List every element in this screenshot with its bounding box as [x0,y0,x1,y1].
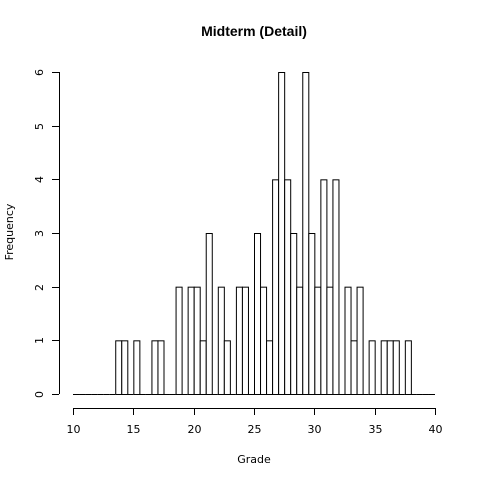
y-axis: 0 1 2 3 4 5 6 [33,69,60,398]
x-axis: 10 15 20 25 30 35 40 [67,408,443,436]
histogram-bar [241,286,249,395]
histogram-bar [157,340,165,396]
histogram-bar [266,340,274,396]
x-tick-label: 15 [127,423,141,436]
histogram-bar [121,340,129,396]
histogram-bar [314,286,322,395]
x-tick-label: 10 [67,423,81,436]
histogram-bar [344,286,352,395]
x-tick-label: 20 [188,423,202,436]
histogram-bar [284,179,292,395]
histogram-bar [254,233,262,395]
x-tick-label: 30 [308,423,322,436]
bars-group [73,72,435,396]
histogram-bar [320,179,328,395]
histogram-bar [133,340,141,396]
y-tick-label: 6 [33,69,46,76]
histogram-bar [115,340,123,396]
histogram-bar [217,286,225,395]
histogram-bar [296,286,304,395]
histogram-bar [386,340,394,396]
y-tick-label: 2 [33,284,46,291]
y-axis-label: Frequency [3,203,16,260]
histogram-bar [368,340,376,396]
histogram-bar [380,340,388,396]
histogram-bar [278,72,286,395]
y-tick-label: 0 [33,391,46,398]
histogram-bar [308,233,316,395]
x-axis-label: Grade [237,453,271,466]
histogram-bar [193,286,201,395]
y-tick-label: 3 [33,230,46,237]
x-tick-label: 35 [369,423,383,436]
y-tick-label: 1 [33,337,46,344]
histogram-bar [199,340,207,396]
y-tick-label: 5 [33,123,46,130]
x-tick-label: 25 [248,423,262,436]
histogram-bar [205,233,213,395]
histogram-bar [290,233,298,395]
y-tick-label: 4 [33,176,46,183]
histogram-bar [235,286,243,395]
histogram-bar [356,286,364,395]
histogram-bar [404,340,412,396]
histogram-bar [326,286,334,395]
histogram-bar [151,340,159,396]
x-tick-label: 40 [429,423,443,436]
chart-title: Midterm (Detail) [201,23,307,39]
histogram-bar [260,286,268,395]
histogram-bar [302,72,310,395]
histogram-bar [187,286,195,395]
histogram-bar [392,340,400,396]
histogram-bar [332,179,340,395]
histogram-bar [175,286,183,395]
histogram-bar [272,179,280,395]
histogram-bar [350,340,358,396]
histogram-bar [223,340,231,396]
